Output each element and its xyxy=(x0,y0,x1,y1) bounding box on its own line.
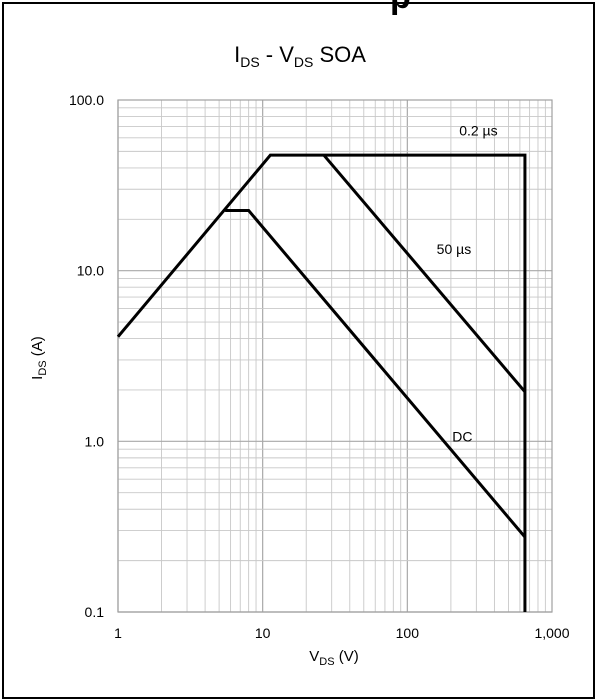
curve-label-0: 0.2 µs xyxy=(459,122,497,138)
plot-area-border xyxy=(117,99,553,613)
x-tick-label: 1 xyxy=(114,625,122,641)
header-fragment-text: p xyxy=(390,0,411,16)
series-line-1 xyxy=(322,154,527,393)
annotation-group: 0.2 µs 50 µs DC xyxy=(437,122,498,444)
curve-label-2: DC xyxy=(452,428,472,444)
chart-title: IDS - VDS SOA xyxy=(234,42,366,70)
tick-labels: 1 10 100 1,000 0.1 1.0 10.0 100.0 xyxy=(69,92,570,641)
series-group xyxy=(116,153,527,612)
y-axis-label: IDS (A) xyxy=(29,336,49,380)
curve-label-1: 50 µs xyxy=(437,241,472,257)
header-fragment: p xyxy=(0,0,601,16)
y-tick-label: 1.0 xyxy=(85,433,105,449)
series-line-0 xyxy=(116,153,527,612)
x-tick-label: 100 xyxy=(396,625,420,641)
x-tick-label: 1,000 xyxy=(534,625,569,641)
grid xyxy=(117,99,553,613)
y-tick-label: 0.1 xyxy=(85,604,105,620)
x-tick-label: 10 xyxy=(255,625,271,641)
y-tick-label: 100.0 xyxy=(69,92,104,108)
x-axis-label: VDS (V) xyxy=(309,648,358,668)
y-tick-label: 10.0 xyxy=(77,263,104,279)
series-line-2 xyxy=(225,209,527,538)
